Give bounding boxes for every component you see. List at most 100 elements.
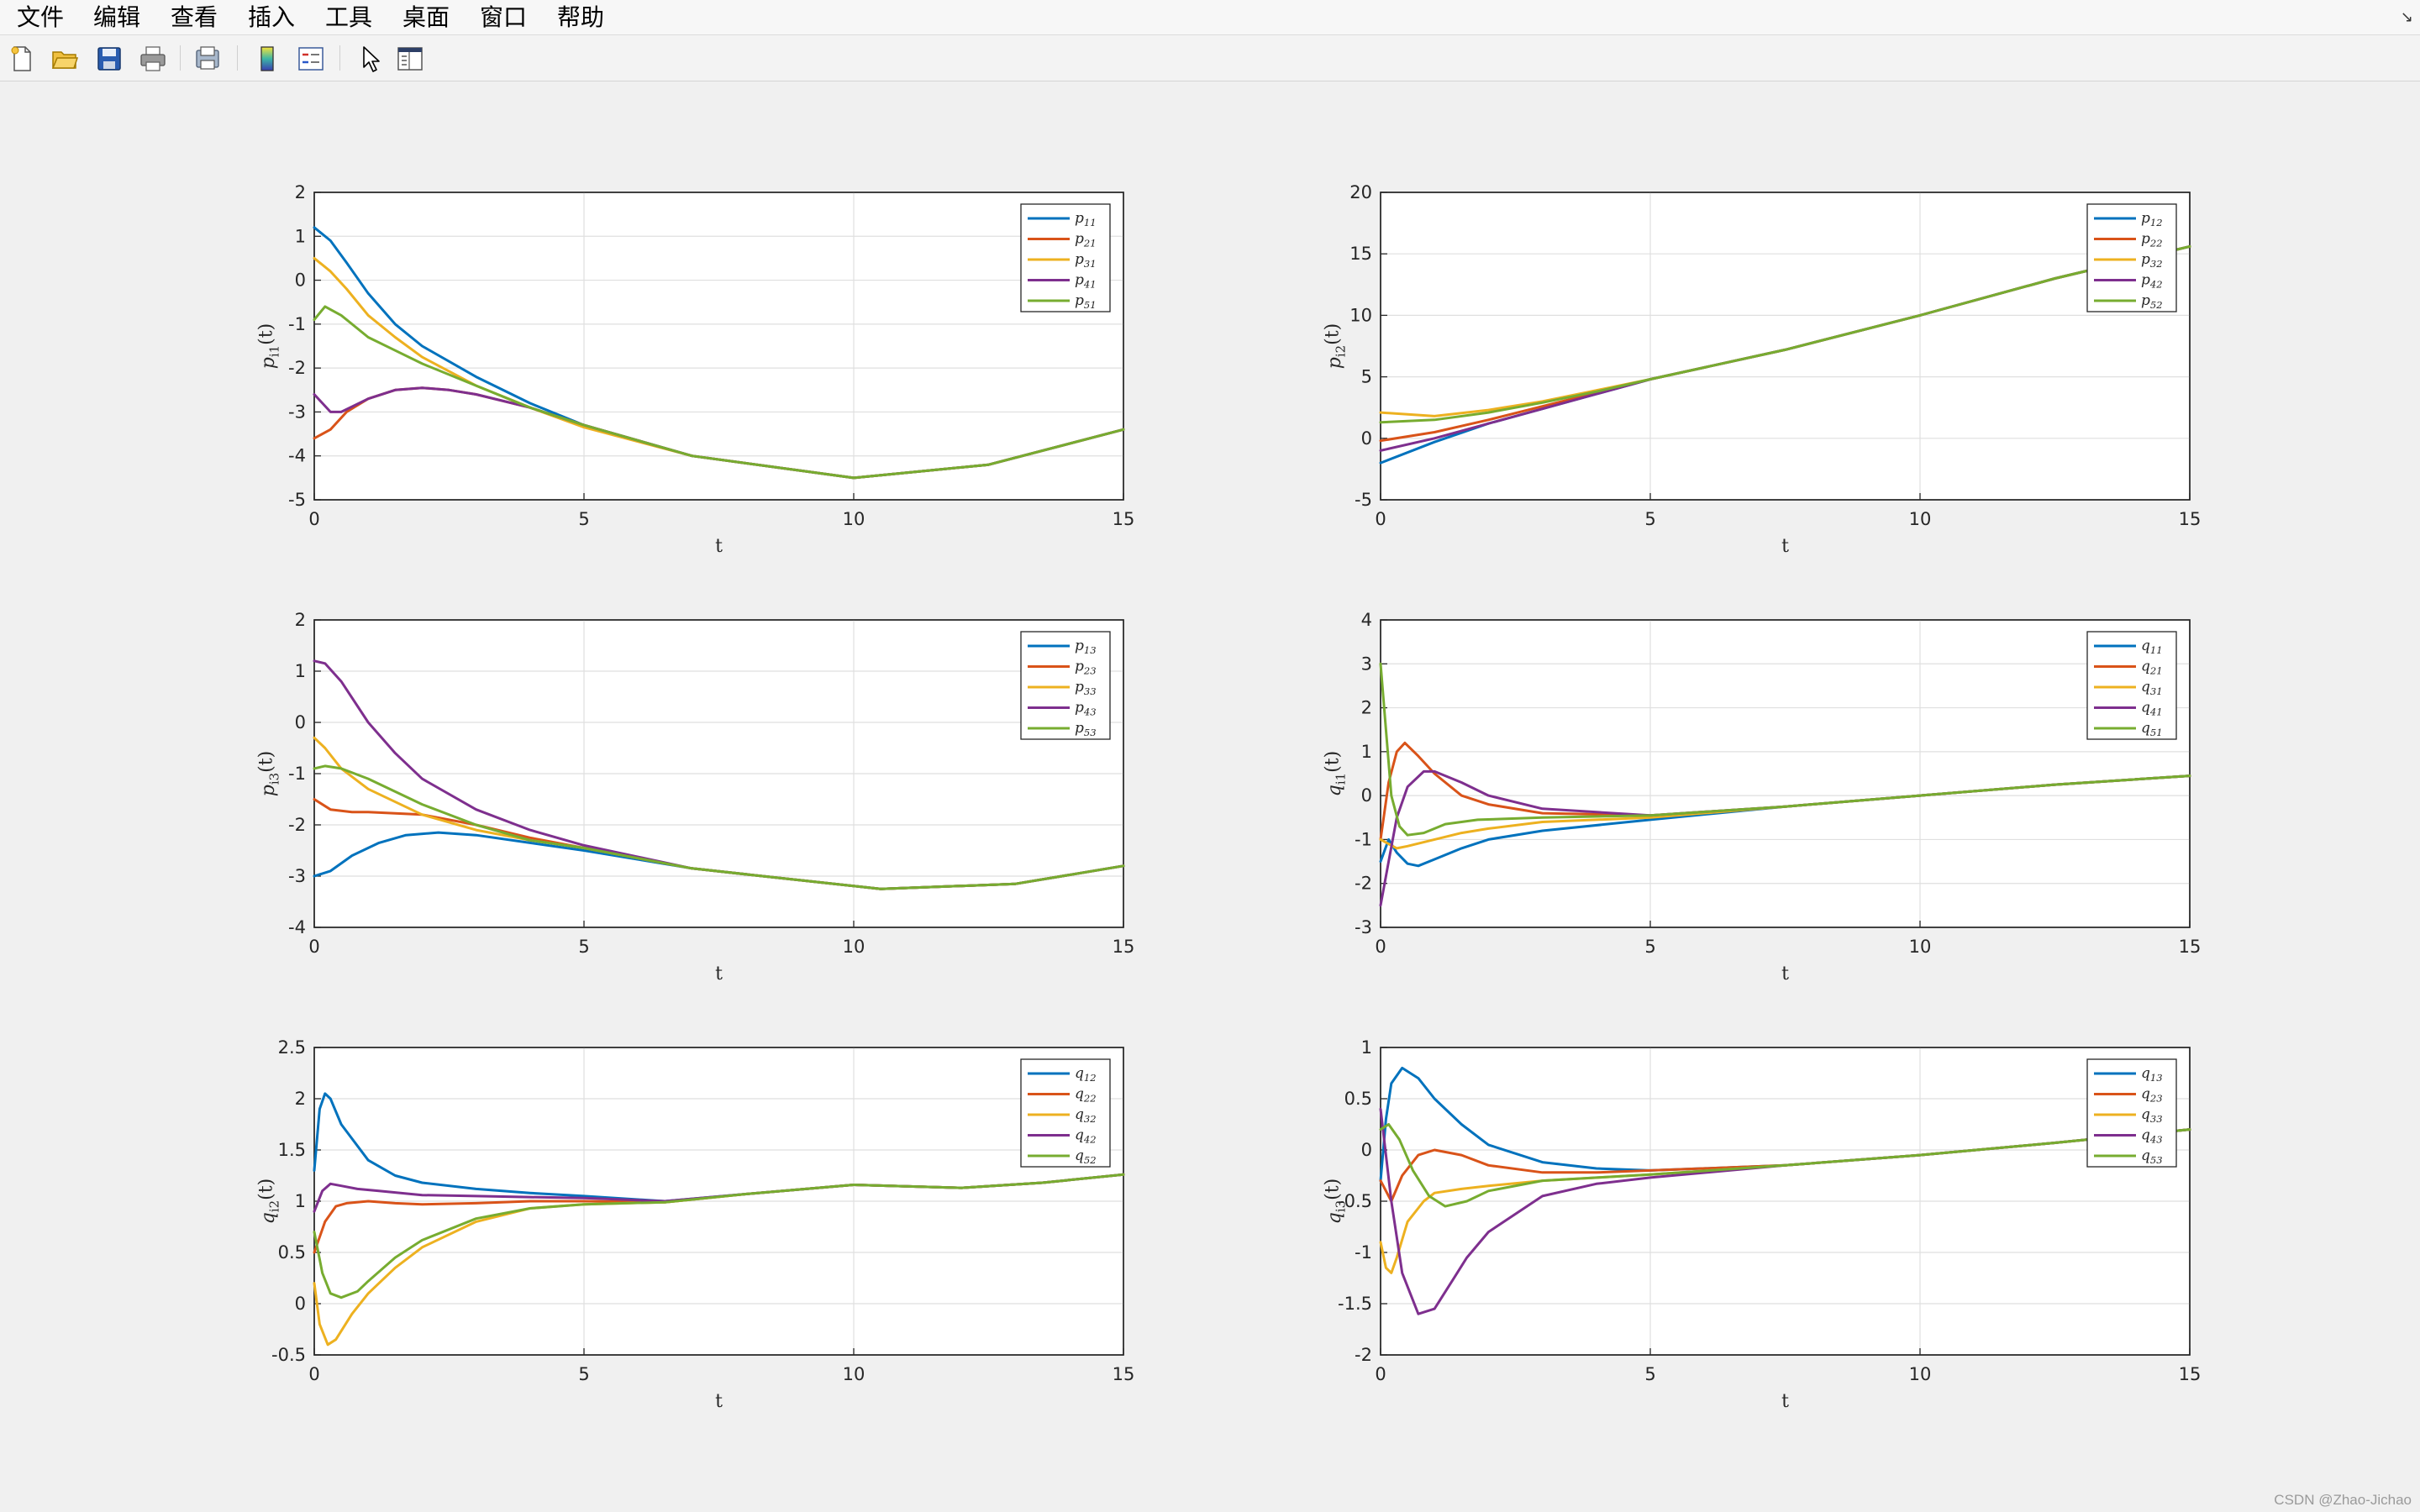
x-tick-label: 5 [1644,509,1655,529]
save-icon[interactable] [94,44,124,74]
legend-entry-p11: p11 [1075,210,1097,228]
toolbar-separator [237,45,238,71]
y-tick-label: -2 [1355,874,1372,894]
new-figure-icon[interactable] [7,44,37,74]
svg-text:q42: q42 [1075,1127,1097,1146]
x-axis-label: t [715,963,723,984]
axes-box[interactable] [313,192,1124,501]
legend-entry-q33: q33 [2141,1106,2163,1125]
y-tick-label: -2 [288,358,306,378]
toolbar-separator [339,45,340,71]
svg-text:p51: p51 [1075,292,1097,311]
y-tick-label: -3 [288,402,306,422]
series-line-q53 [1379,1123,2191,1208]
y-tick-label: 1 [295,226,306,246]
legend-entry-q21: q21 [2141,659,2163,677]
legend-entry-p43: p43 [1075,700,1097,718]
menu-desktop[interactable]: 桌面 [402,3,450,31]
axes-box[interactable] [1380,192,2191,501]
subplot-6[interactable]: 0 5 10 1510.50-0.5-1-1.5-2tqi3(t)q13q23q33q… [1323,1037,2202,1412]
y-tick-label: 0 [295,712,306,732]
y-tick-label: 0 [1361,785,1372,806]
menu-view[interactable]: 查看 [171,3,218,31]
svg-text:p43: p43 [1075,700,1097,718]
open-file-icon[interactable] [50,44,80,74]
series-line-p51 [313,305,1125,480]
colorbar-icon[interactable] [252,44,282,74]
x-tick-label: 0 [308,1364,319,1384]
svg-text:qi2(t): qi2(t) [256,1179,282,1224]
menu-file[interactable]: 文件 [17,3,65,31]
axes-frame [313,1047,1124,1356]
svg-text:p33: p33 [1075,679,1097,697]
menu-window[interactable]: 窗口 [480,3,528,31]
menu-edit[interactable]: 编辑 [93,3,141,31]
svg-text:q12: q12 [1075,1065,1097,1084]
y-tick-label: -0.5 [1338,1191,1372,1211]
y-axis-label: pi2(t) [1323,323,1349,369]
svg-text:p12: p12 [2141,210,2163,228]
y-tick-label: 1 [295,1191,306,1211]
y-tick-label: -2 [288,815,306,835]
subplot-5[interactable]: 0 5 10 152.521.510.50-0.5tqi2(t)q12q22q32q4… [256,1037,1135,1412]
svg-text:q43: q43 [2141,1127,2163,1146]
legend[interactable]: q11 q21 q31 q41 q51 [2086,631,2177,740]
y-tick-label: 0 [295,1294,306,1314]
series-line-p52 [1379,244,2191,424]
x-tick-label: 15 [2179,937,2202,957]
svg-text:q22: q22 [1075,1086,1097,1105]
y-tick-label: -5 [1355,490,1372,510]
legend-entry-q22: q22 [1075,1086,1097,1105]
x-tick-label: 5 [578,509,589,529]
menu-help[interactable]: 帮助 [557,3,605,31]
y-tick-label: 0 [295,270,306,291]
x-tick-label: 5 [1644,937,1655,957]
x-tick-label: 10 [1909,1364,1932,1384]
undock-arrow-icon[interactable]: ↘ [2400,8,2413,25]
svg-text:p42: p42 [2141,272,2163,291]
y-tick-label: 1 [1361,1037,1372,1058]
subplot-1[interactable]: 0 5 10 15210-1-2-3-4-5tpi1(t)p11p21p31p41p5… [256,182,1135,557]
legend-icon[interactable] [296,44,326,74]
legend-entry-q23: q23 [2141,1086,2163,1105]
x-tick-label: 10 [843,1364,865,1384]
plot-browser-icon[interactable] [395,44,425,74]
svg-text:q31: q31 [2141,679,2163,697]
legend-entry-p42: p42 [2141,272,2163,291]
menu-tools[interactable]: 工具 [325,3,373,31]
y-tick-label: -5 [288,490,306,510]
x-tick-label: 0 [1375,1364,1386,1384]
y-tick-label: -2 [1355,1345,1372,1365]
svg-text:qi3(t): qi3(t) [1323,1179,1349,1224]
legend-box [1020,1058,1111,1168]
figure-toolbar [0,35,2420,81]
legend[interactable]: p13 p23 p33 p43 p53 [1020,631,1111,740]
print-preview-icon[interactable] [193,44,224,74]
axes-box[interactable] [1380,619,2191,928]
y-tick-label: -1 [1355,829,1372,849]
svg-text:p41: p41 [1075,272,1097,291]
pointer-icon[interactable] [355,44,385,74]
menu-insert[interactable]: 插入 [248,3,296,31]
y-axis-label: pi3(t) [256,751,282,796]
axes-frame [1380,1047,2191,1356]
x-tick-label: 0 [308,509,319,529]
svg-text:p32: p32 [2141,251,2163,270]
y-tick-label: -4 [288,917,306,937]
legend-entry-p21: p21 [1075,231,1097,249]
svg-text:q23: q23 [2141,1086,2163,1105]
svg-text:q52: q52 [1075,1147,1097,1166]
svg-text:q51: q51 [2141,720,2163,738]
x-tick-label: 0 [1375,509,1386,529]
print-icon[interactable] [138,44,168,74]
legend-entry-q53: q53 [2141,1147,2163,1166]
svg-text:pi1(t): pi1(t) [256,323,282,369]
x-tick-label: 15 [1113,937,1135,957]
